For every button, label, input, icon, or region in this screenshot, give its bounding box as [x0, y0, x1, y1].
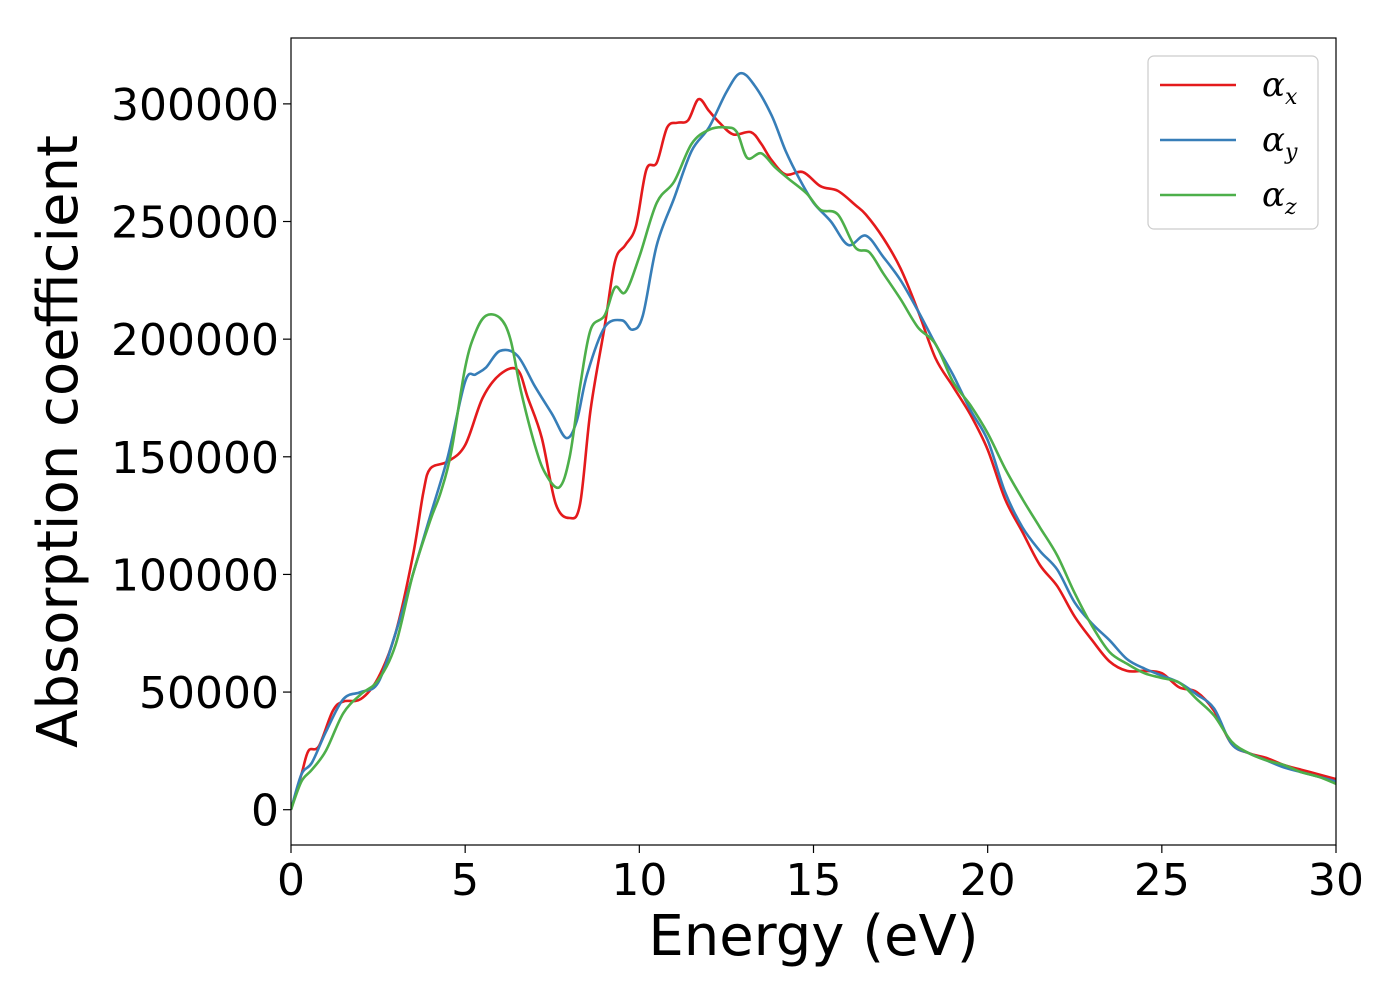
x-tick-label: 15 — [786, 855, 842, 906]
x-tick-label: 30 — [1308, 855, 1364, 906]
x-tick-label: 20 — [960, 855, 1016, 906]
legend-box — [1147, 55, 1319, 230]
y-axis-ticks: 0 50000 100000 150000 200000 250000 300000 — [111, 80, 291, 837]
y-tick-label: 300000 — [111, 80, 279, 131]
legend-label-y: αy — [1262, 120, 1298, 165]
legend-label-x: αx — [1262, 65, 1298, 110]
y-tick-label: 150000 — [111, 433, 279, 484]
y-tick-label: 0 — [251, 786, 279, 837]
legend: αx αy αz — [1147, 55, 1319, 230]
legend-label-z: αz — [1262, 175, 1297, 220]
y-tick-label: 100000 — [111, 550, 279, 601]
x-tick-label: 5 — [451, 855, 479, 906]
series-line-y — [291, 71, 1336, 811]
y-tick-label: 250000 — [111, 198, 279, 249]
x-tick-label: 25 — [1134, 855, 1190, 906]
series-line-x — [291, 97, 1336, 811]
x-tick-label: 0 — [277, 855, 305, 906]
y-tick-label: 50000 — [139, 668, 279, 719]
series-line-z — [291, 125, 1336, 811]
x-axis-ticks: 0 5 10 15 20 25 30 — [277, 845, 1364, 906]
x-tick-label: 10 — [611, 855, 667, 906]
x-axis-label: Energy (eV) — [648, 904, 978, 969]
y-axis-label: Absorption coefficient — [26, 135, 91, 748]
y-tick-label: 200000 — [111, 315, 279, 366]
plot-lines — [291, 71, 1336, 811]
